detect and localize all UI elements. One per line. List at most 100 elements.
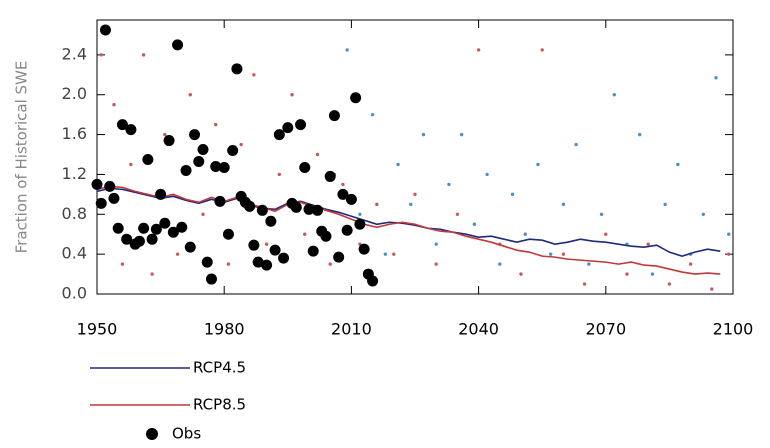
obs-point — [244, 200, 256, 212]
x-tick-label: 2010 — [331, 320, 372, 339]
model-dot — [341, 182, 345, 187]
model-dot — [413, 192, 417, 197]
obs-point — [307, 245, 319, 257]
obs-point — [295, 119, 307, 131]
obs-point — [265, 215, 277, 227]
model-dot — [599, 212, 604, 216]
model-dot — [129, 162, 133, 167]
model-dot — [120, 262, 125, 266]
model-dot — [646, 242, 650, 246]
legend-label: RCP8.5 — [193, 396, 246, 414]
y-tick-label: 0.4 — [62, 244, 87, 263]
model-dot — [315, 152, 320, 157]
obs-point — [337, 188, 349, 200]
model-dot — [561, 252, 566, 256]
model-dot — [472, 222, 477, 226]
model-dot — [523, 232, 527, 236]
legend-label: RCP4.5 — [193, 359, 246, 377]
x-tick-label: 2070 — [585, 320, 626, 339]
model-dot — [290, 93, 294, 97]
y-tick-label: 1.6 — [62, 124, 87, 143]
obs-point — [303, 203, 315, 215]
obs-point — [311, 204, 323, 216]
obs-point — [248, 239, 260, 251]
obs-point — [350, 92, 362, 104]
obs-point — [95, 197, 107, 209]
model-dot — [328, 262, 332, 266]
x-tick-label: 2100 — [713, 320, 754, 339]
model-dot — [252, 73, 256, 77]
obs-point — [290, 201, 302, 213]
obs-point — [91, 178, 103, 190]
obs-point — [108, 192, 120, 204]
model-dot — [383, 252, 388, 256]
obs-point — [282, 122, 294, 134]
model-dot — [701, 212, 706, 216]
obs-point — [261, 259, 273, 271]
model-dot — [667, 282, 672, 286]
model-dot — [447, 182, 451, 187]
model-dot — [214, 122, 218, 127]
obs-point — [146, 233, 158, 245]
x-tick-label: 2040 — [458, 320, 499, 339]
model-dot — [638, 132, 642, 137]
obs-point — [252, 256, 264, 268]
model-dot — [141, 53, 146, 57]
x-tick-label: 1950 — [77, 320, 118, 339]
model-dot — [604, 232, 608, 236]
obs-point — [172, 39, 184, 51]
obs-point — [184, 241, 196, 253]
legend-marker — [146, 428, 158, 440]
obs-point — [278, 252, 290, 264]
model-dot — [303, 232, 307, 236]
model-dot — [455, 212, 460, 216]
obs-point — [112, 222, 124, 234]
model-dot — [714, 76, 718, 80]
series-line — [96, 187, 721, 257]
obs-point — [138, 222, 150, 234]
model-dot — [99, 53, 103, 57]
obs-point — [328, 110, 340, 122]
model-dot — [710, 287, 714, 291]
model-dot — [112, 102, 116, 107]
model-dot — [375, 202, 379, 207]
model-dot — [582, 282, 587, 286]
model-dot — [485, 172, 489, 177]
obs-point — [269, 244, 281, 256]
obs-point — [99, 24, 111, 36]
obs-point — [176, 221, 188, 233]
model-dot — [650, 272, 655, 276]
y-tick-label: 2.0 — [62, 84, 87, 103]
plot-frame — [96, 19, 734, 295]
model-dot — [498, 262, 502, 266]
model-dot — [434, 262, 438, 266]
obs-point — [189, 129, 201, 141]
obs-point — [358, 243, 370, 255]
model-dot — [727, 252, 731, 256]
obs-point — [121, 233, 133, 245]
model-dot — [175, 252, 180, 256]
obs-point — [273, 129, 285, 141]
obs-point — [333, 251, 345, 263]
obs-point — [324, 170, 336, 182]
obs-point — [320, 230, 332, 242]
model-dot — [150, 272, 154, 276]
model-dot — [434, 242, 438, 246]
model-dot — [727, 232, 731, 236]
obs-point — [163, 135, 175, 147]
obs-point — [155, 188, 167, 200]
model-dot — [663, 202, 667, 207]
model-dot — [587, 262, 591, 266]
model-dot — [561, 202, 566, 207]
model-dot — [392, 252, 396, 256]
obs-point — [193, 155, 205, 167]
obs-point — [201, 256, 213, 268]
y-tick-label: 2.4 — [62, 44, 87, 63]
model-dot — [264, 242, 269, 246]
obs-point — [197, 144, 209, 156]
series-line — [96, 185, 721, 275]
obs-point — [210, 160, 222, 172]
obs-point — [214, 195, 226, 207]
model-dot — [519, 272, 523, 276]
model-dot — [625, 272, 629, 276]
